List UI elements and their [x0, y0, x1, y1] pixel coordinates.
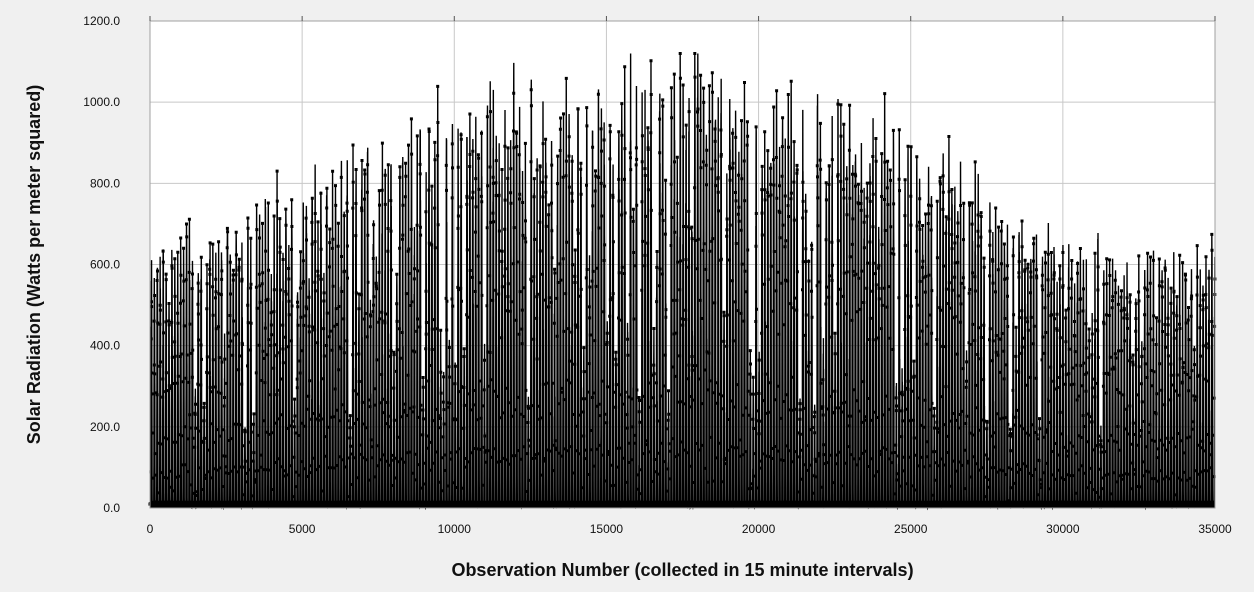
- x-tick-label: 15000: [590, 522, 624, 536]
- plot-border: [149, 20, 1216, 509]
- x-tick-label: 10000: [438, 522, 472, 536]
- y-tick-label: 1200.0: [83, 14, 120, 28]
- x-axis-title: Observation Number (collected in 15 minu…: [451, 560, 913, 580]
- y-tick-label: 600.0: [90, 258, 120, 272]
- y-axis-title: Solar Radiation (Watts per meter squared…: [24, 85, 44, 444]
- y-tick-label: 400.0: [90, 339, 120, 353]
- y-tick-label: 200.0: [90, 420, 120, 434]
- x-tick-label: 0: [147, 522, 154, 536]
- x-tick-label: 20000: [742, 522, 776, 536]
- x-tick-label: 35000: [1198, 522, 1232, 536]
- night-baseline-band: [150, 500, 1215, 508]
- x-tick-label: 30000: [1046, 522, 1080, 536]
- y-tick-label: 1000.0: [83, 95, 120, 109]
- x-tick-label: 25000: [894, 522, 928, 536]
- x-axis-ticks: 0 5000 10000 15000 20000 25000 30000 35000: [147, 16, 1232, 536]
- y-axis-ticks: 0.0 200.0 400.0 600.0 800.0 1000.0 1200.0: [83, 14, 120, 515]
- y-tick-label: 800.0: [90, 176, 120, 190]
- x-tick-label: 5000: [289, 522, 316, 536]
- y-tick-label: 0.0: [103, 501, 120, 515]
